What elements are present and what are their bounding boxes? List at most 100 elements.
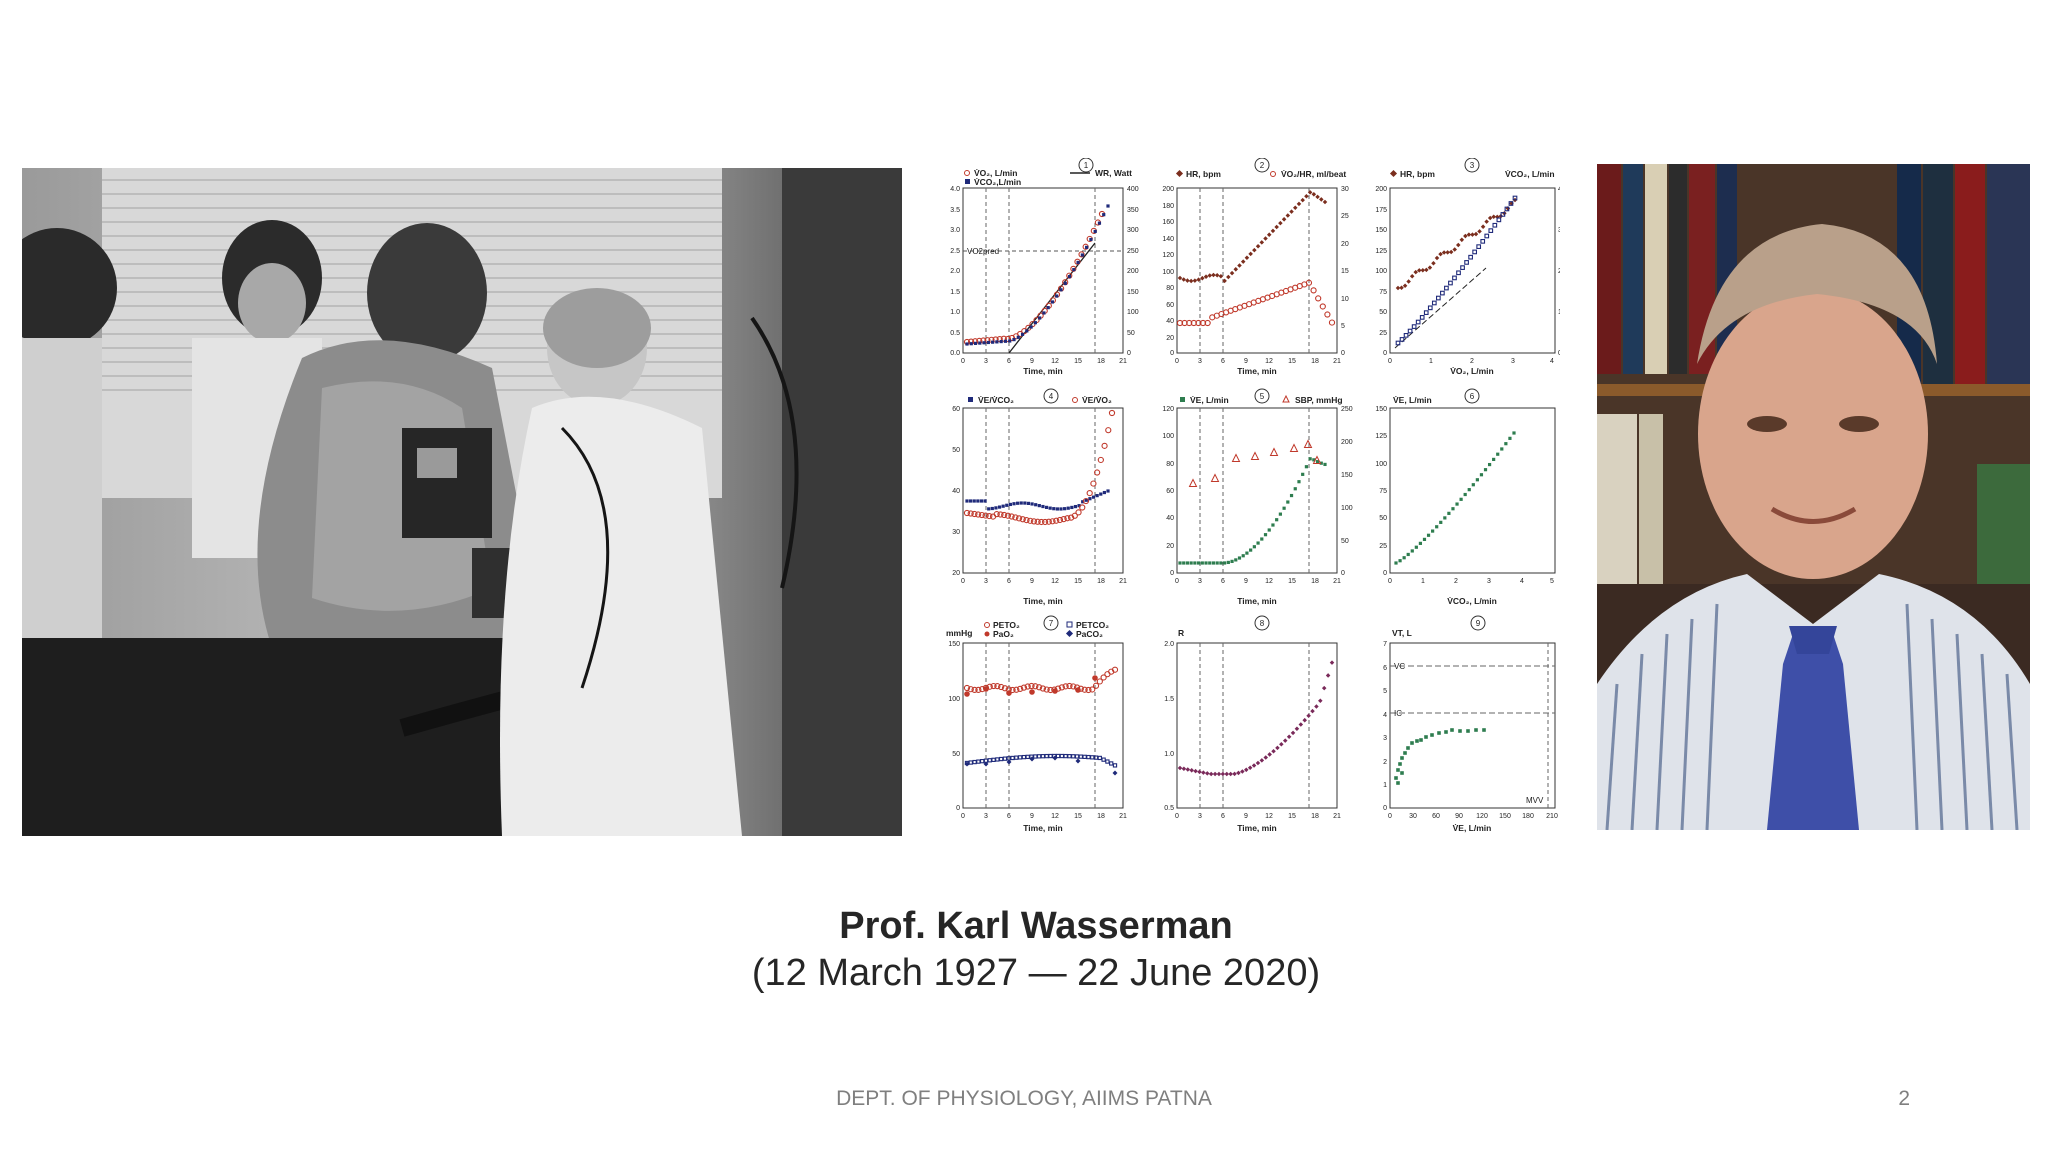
p2d-marker xyxy=(1252,247,1257,253)
p3d-marker xyxy=(1427,265,1433,270)
p8d-marker xyxy=(1193,768,1198,774)
p4o-marker xyxy=(1101,442,1108,449)
svg-text:2: 2 xyxy=(1383,759,1387,766)
p9s-marker xyxy=(1437,731,1441,735)
p4o-marker xyxy=(975,511,982,518)
panel-2-legend-o2pulse-marker xyxy=(1270,171,1276,177)
p8d-marker xyxy=(1267,752,1272,757)
p5t-marker xyxy=(1231,453,1241,462)
p7s-marker xyxy=(968,760,973,765)
svg-text:180: 180 xyxy=(1162,203,1174,210)
p4s-marker xyxy=(1016,501,1020,505)
panel-5-legend-ve: V̇E, L/min xyxy=(1190,395,1229,405)
svg-text:0: 0 xyxy=(1175,813,1179,820)
p7s-marker xyxy=(1048,753,1053,759)
p8d-marker xyxy=(1251,763,1257,768)
svg-text:21: 21 xyxy=(1119,358,1127,365)
p7o-marker xyxy=(1013,686,1020,693)
p5s-marker xyxy=(1200,561,1204,565)
p1s-marker xyxy=(1042,311,1046,315)
p8d-marker xyxy=(1197,769,1202,775)
svg-text:12: 12 xyxy=(1265,813,1273,820)
svg-text:30: 30 xyxy=(1409,813,1417,820)
p3s-marker xyxy=(1508,201,1514,206)
p1s-marker xyxy=(1020,332,1025,336)
p3s-marker xyxy=(1500,212,1506,217)
p1s-marker xyxy=(1008,339,1012,343)
panel-6-number-circle xyxy=(1464,388,1480,404)
panel-7-yticks: 150 100 50 0 xyxy=(948,641,960,812)
svg-text:6: 6 xyxy=(1007,578,1011,585)
p4o-marker xyxy=(1060,516,1067,523)
panel-9-vt-points xyxy=(1394,728,1486,785)
p8d-marker xyxy=(1224,771,1230,777)
svg-text:9: 9 xyxy=(1244,578,1248,585)
svg-text:210: 210 xyxy=(1546,813,1558,820)
svg-text:150: 150 xyxy=(1341,472,1353,479)
panel-5-ve-points xyxy=(1178,457,1327,565)
p4s-marker xyxy=(1001,504,1005,508)
panel-4-number: 4 xyxy=(1049,392,1054,401)
p4s-marker xyxy=(1044,505,1049,510)
p5s-marker xyxy=(1323,462,1327,467)
p4o-marker xyxy=(1012,514,1019,521)
p2d-marker xyxy=(1263,236,1268,241)
p4s-marker xyxy=(987,507,991,511)
p2d-marker xyxy=(1292,205,1298,211)
p2d-marker xyxy=(1185,278,1190,283)
p8d-marker xyxy=(1220,771,1226,777)
panel-8-r-points xyxy=(1177,660,1335,777)
p4s-marker xyxy=(972,499,976,503)
p2d-marker xyxy=(1289,209,1294,214)
svg-text:5: 5 xyxy=(1341,323,1345,330)
panel-1-number-circle xyxy=(1078,157,1094,173)
panel-4-number-circle xyxy=(1043,388,1059,404)
p3d-marker xyxy=(1484,219,1489,224)
p1s-marker xyxy=(1067,275,1072,279)
p7o-marker xyxy=(1062,683,1069,690)
lab-exercise-photo xyxy=(22,168,902,836)
panel-7-xlabel: Time, min xyxy=(1023,823,1063,833)
svg-text:18: 18 xyxy=(1097,358,1105,365)
panel-5: 5 V̇E, L/min SBP, mmHg 120 100 80 60 40 20 … xyxy=(1162,388,1353,606)
slide-number: 2 xyxy=(1898,1087,1910,1110)
panel-7-number: 7 xyxy=(1049,619,1054,628)
svg-text:20: 20 xyxy=(1166,543,1174,550)
p5s-marker xyxy=(1245,551,1249,555)
p2d-marker xyxy=(1307,190,1313,195)
p7s-marker xyxy=(1090,755,1095,760)
p2d-marker xyxy=(1285,213,1291,218)
p7o-marker xyxy=(1017,685,1024,692)
p4o-marker xyxy=(1034,518,1041,525)
svg-text:18: 18 xyxy=(1311,358,1319,365)
p2d-marker xyxy=(1315,194,1320,200)
svg-text:60: 60 xyxy=(1166,488,1174,495)
portrait-photo xyxy=(1597,164,2030,830)
p7s-marker xyxy=(1014,755,1019,760)
tie xyxy=(1767,634,1859,830)
p7s-marker xyxy=(1017,755,1023,760)
p2d-marker xyxy=(1311,192,1317,197)
svg-text:4: 4 xyxy=(1520,578,1524,585)
panel-2-legend-o2pulse: V̇O₂/HR, ml/beat xyxy=(1281,169,1346,179)
p8d-marker xyxy=(1298,722,1304,727)
p8d-marker xyxy=(1243,767,1249,773)
panel-1-vo2pred-label: VO2pred xyxy=(967,247,999,256)
svg-text:200: 200 xyxy=(1341,439,1353,446)
p3d-marker xyxy=(1409,274,1415,279)
panel-5-legend-ve-marker xyxy=(1180,397,1185,402)
svg-text:150: 150 xyxy=(1127,289,1139,296)
professor-name: Prof. Karl Wasserman xyxy=(839,905,1233,947)
panel-7-xticks: 0 3 6 9 12 15 18 21 xyxy=(961,813,1127,820)
p7s-marker xyxy=(1021,754,1027,760)
p6s-marker xyxy=(1406,552,1410,557)
p2d-marker xyxy=(1259,240,1265,245)
panel-3-identity-line xyxy=(1394,267,1487,349)
panel-9-vc-label: VC xyxy=(1394,662,1405,671)
panel-5-xlabel: Time, min xyxy=(1237,596,1277,606)
p8d-marker xyxy=(1236,770,1241,776)
panel-9-xticks: 0 30 60 90 120 150 180 210 xyxy=(1388,813,1558,820)
svg-text:0.5: 0.5 xyxy=(950,330,960,337)
p3s-marker xyxy=(1468,254,1473,260)
panel-9-mvv-label: MVV xyxy=(1526,796,1544,805)
